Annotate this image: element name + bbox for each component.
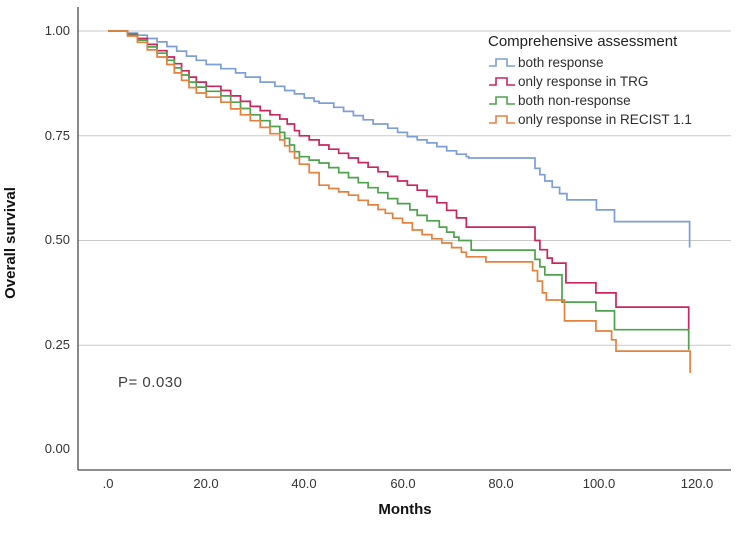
x-tick-100: 100.0 [582,476,616,491]
survival-curve-only-response-in-trg [108,30,690,332]
survival-curves [108,30,691,373]
x-tick-20: 20.0 [193,476,219,491]
y-tick-1.00: 1.00 [44,23,70,38]
step-line-icon [489,58,515,67]
survival-curve-both-non-response [108,30,690,350]
x-tick-120: 120.0 [680,476,714,491]
y-axis-title: Overall survival [2,158,22,328]
legend-label: both response [518,55,604,70]
x-tick-0: .0 [102,476,114,491]
survival-curve-only-response-in-recist-1-1 [108,30,691,373]
legend-title: Comprehensive assessment [488,33,678,50]
legend-item-only-response-in-trg: only response in TRG [488,72,692,91]
step-line-icon [489,96,515,105]
y-tick-0.75: 0.75 [44,128,70,143]
y-tick-0.50: 0.50 [44,232,70,247]
step-line-icon [489,115,515,124]
x-axis-title: Months [305,501,505,518]
legend-label: both non-response [518,93,631,108]
p-value-annotation: P= 0.030 [118,374,183,391]
legend: Comprehensive assessment both response o… [488,33,692,129]
survival-curve-both-response [108,30,691,248]
y-tick-0.25: 0.25 [44,337,70,352]
legend-item-only-response-in-recist: only response in RECIST 1.1 [488,110,692,129]
x-tick-40: 40.0 [291,476,317,491]
legend-item-both-non-response: both non-response [488,91,692,110]
x-tick-60: 60.0 [390,476,416,491]
legend-item-both-response: both response [488,53,692,72]
x-tick-80: 80.0 [488,476,514,491]
gridlines [78,30,731,346]
x-axis-title-text: Months [378,501,432,518]
y-axis-title-text: Overall survival [2,187,19,299]
legend-label: only response in TRG [518,74,649,89]
y-tick-0.00: 0.00 [44,441,70,456]
legend-label: only response in RECIST 1.1 [518,112,692,127]
step-line-icon [489,77,515,86]
